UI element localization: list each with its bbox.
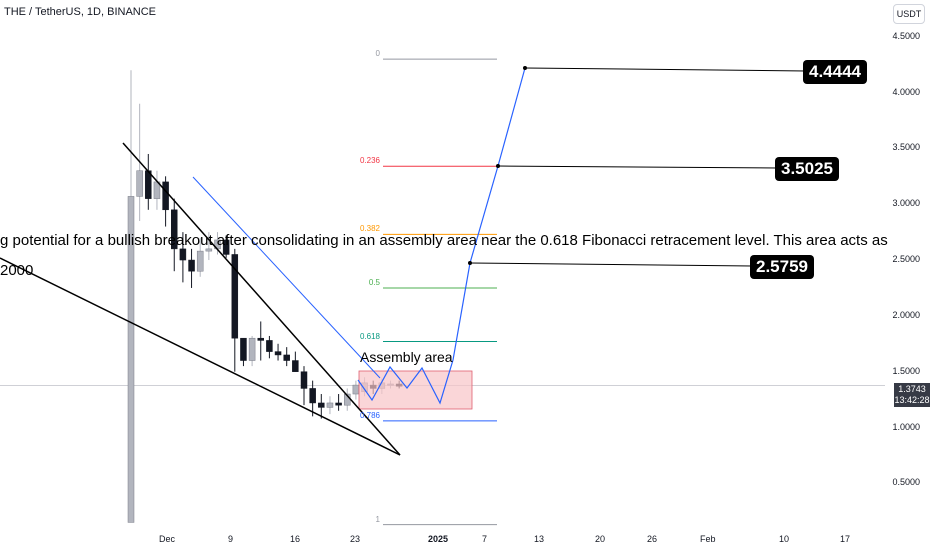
bar-countdown: 13:42:28: [894, 395, 930, 405]
target-line: [469, 262, 753, 267]
annotation-text-continued: 2000: [0, 262, 34, 279]
price-tick: 2.5000: [892, 254, 920, 265]
price-tick: 3.0000: [892, 198, 920, 209]
candle-body: [231, 254, 239, 339]
candle-body: [300, 371, 308, 389]
candle-body: [283, 354, 290, 361]
target-line: [497, 165, 779, 169]
fib-level-label: 0.5: [368, 277, 380, 287]
fib-level-label: 0.382: [359, 224, 380, 234]
price-tick: 0.5000: [892, 477, 920, 488]
lower-trendline: [0, 257, 401, 456]
candle-body: [127, 196, 135, 523]
candle-body: [188, 259, 195, 272]
candle-body: [136, 170, 143, 197]
last-price: 1.3743: [898, 384, 926, 394]
candle-body: [274, 351, 282, 356]
price-tick: 1.0000: [892, 421, 920, 432]
projection-path: [357, 67, 526, 405]
target-box-2: 3.5025: [775, 157, 839, 181]
price-tick: 4.0000: [892, 86, 920, 97]
candle-body: [292, 360, 299, 372]
fib-level-label: 1: [375, 514, 380, 524]
time-tick: 17: [840, 534, 851, 544]
candle-body: [309, 388, 316, 404]
annotation-text: g potential for a bullish breakout after…: [0, 232, 890, 249]
time-tick: 9: [228, 534, 234, 544]
time-tick: 7: [482, 534, 488, 544]
candle-body: [326, 402, 334, 408]
candle-body: [257, 337, 264, 341]
candle-body: [179, 248, 187, 261]
candle-body: [352, 384, 360, 395]
fib-level-label: 0.618: [359, 331, 380, 341]
time-tick: Feb: [700, 534, 716, 544]
time-tick: 23: [350, 534, 361, 544]
fib-level-label: 0.236: [359, 156, 380, 166]
fib-level-label: 0.786: [359, 410, 380, 420]
target-line: [524, 67, 807, 72]
price-tick: 2.0000: [892, 309, 920, 320]
candle-body: [162, 181, 169, 211]
candle-body: [266, 340, 273, 352]
fib-level-label: 0: [375, 49, 380, 59]
candle-body: [318, 402, 325, 408]
candle-body: [248, 337, 256, 361]
time-tick: 10: [779, 534, 790, 544]
time-tick: 16: [290, 534, 301, 544]
time-tick: 20: [595, 534, 606, 544]
candle-body: [240, 337, 247, 361]
candle-body: [171, 209, 178, 250]
symbol-title[interactable]: THE / TetherUS, 1D, BINANCE: [4, 6, 157, 18]
price-tick: 1.5000: [892, 365, 920, 376]
time-tick: 13: [534, 534, 545, 544]
upper-trendline: [122, 142, 401, 456]
candle-body: [205, 248, 213, 252]
time-tick: 26: [647, 534, 658, 544]
target-anchor-dot: [523, 66, 527, 70]
target-anchor-dot: [496, 164, 500, 168]
price-tick: 4.5000: [892, 30, 920, 41]
target-anchor-dot: [468, 261, 472, 265]
target-box-3: 2.5759: [750, 255, 814, 279]
time-tick: 2025: [428, 534, 449, 544]
channel-line: [192, 176, 381, 379]
currency-button[interactable]: USDT: [893, 4, 925, 24]
candle-body: [222, 239, 230, 255]
candle-body: [196, 250, 204, 272]
assembly-area-label: Assembly area: [360, 349, 453, 365]
target-box-1: 4.4444: [803, 60, 867, 84]
price-tick: 3.5000: [892, 142, 920, 153]
candle-body: [335, 402, 342, 406]
last-price-tag: 1.3743 13:42:28: [894, 383, 930, 407]
time-tick: Dec: [159, 534, 176, 544]
